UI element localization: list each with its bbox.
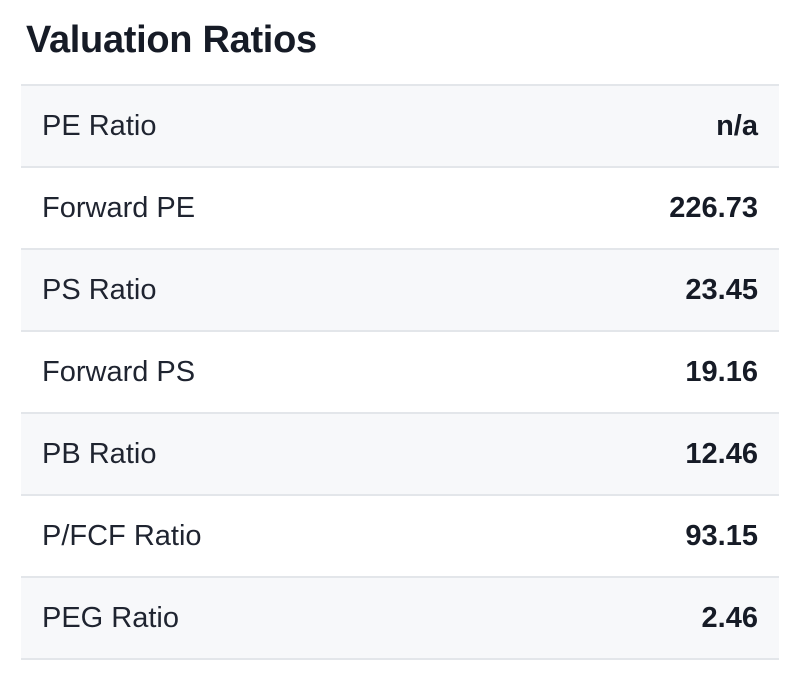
- table-row-forward-pe: Forward PE 226.73: [21, 168, 779, 250]
- row-value: 93.15: [685, 519, 758, 552]
- ratios-table: PE Ratio n/a Forward PE 226.73 PS Ratio …: [21, 84, 779, 660]
- table-row-pb-ratio: PB Ratio 12.46: [21, 414, 779, 496]
- table-row-pe-ratio: PE Ratio n/a: [21, 86, 779, 168]
- row-value: n/a: [716, 109, 758, 142]
- table-row-ps-ratio: PS Ratio 23.45: [21, 250, 779, 332]
- row-label: Forward PS: [42, 355, 196, 388]
- row-label: PB Ratio: [42, 437, 157, 470]
- table-row-peg-ratio: PEG Ratio 2.46: [21, 578, 779, 660]
- row-value: 23.45: [685, 273, 758, 306]
- row-label: Forward PE: [42, 191, 196, 224]
- row-label: PE Ratio: [42, 109, 157, 142]
- row-label: P/FCF Ratio: [42, 519, 202, 552]
- row-label: PEG Ratio: [42, 601, 179, 634]
- row-label: PS Ratio: [42, 273, 157, 306]
- row-value: 226.73: [669, 191, 758, 224]
- row-value: 2.46: [701, 601, 758, 634]
- row-value: 19.16: [685, 355, 758, 388]
- row-value: 12.46: [685, 437, 758, 470]
- table-row-forward-ps: Forward PS 19.16: [21, 332, 779, 414]
- section-title: Valuation Ratios: [26, 19, 317, 61]
- table-row-pfcf-ratio: P/FCF Ratio 93.15: [21, 496, 779, 578]
